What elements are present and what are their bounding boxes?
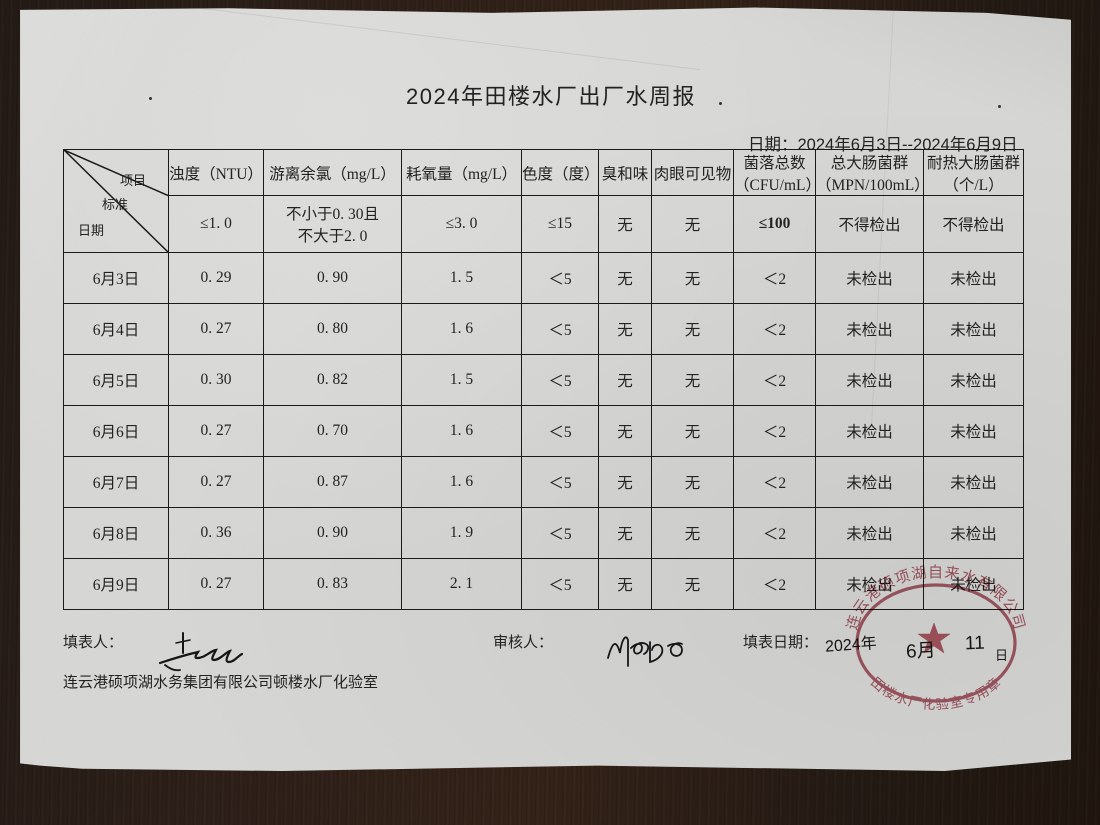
svg-text:田楼水厂化验室专用章: 田楼水厂化验室专用章 [868, 674, 1004, 713]
svg-text:连云港硕项湖自来水有限公司: 连云港硕项湖自来水有限公司 [844, 564, 1028, 632]
